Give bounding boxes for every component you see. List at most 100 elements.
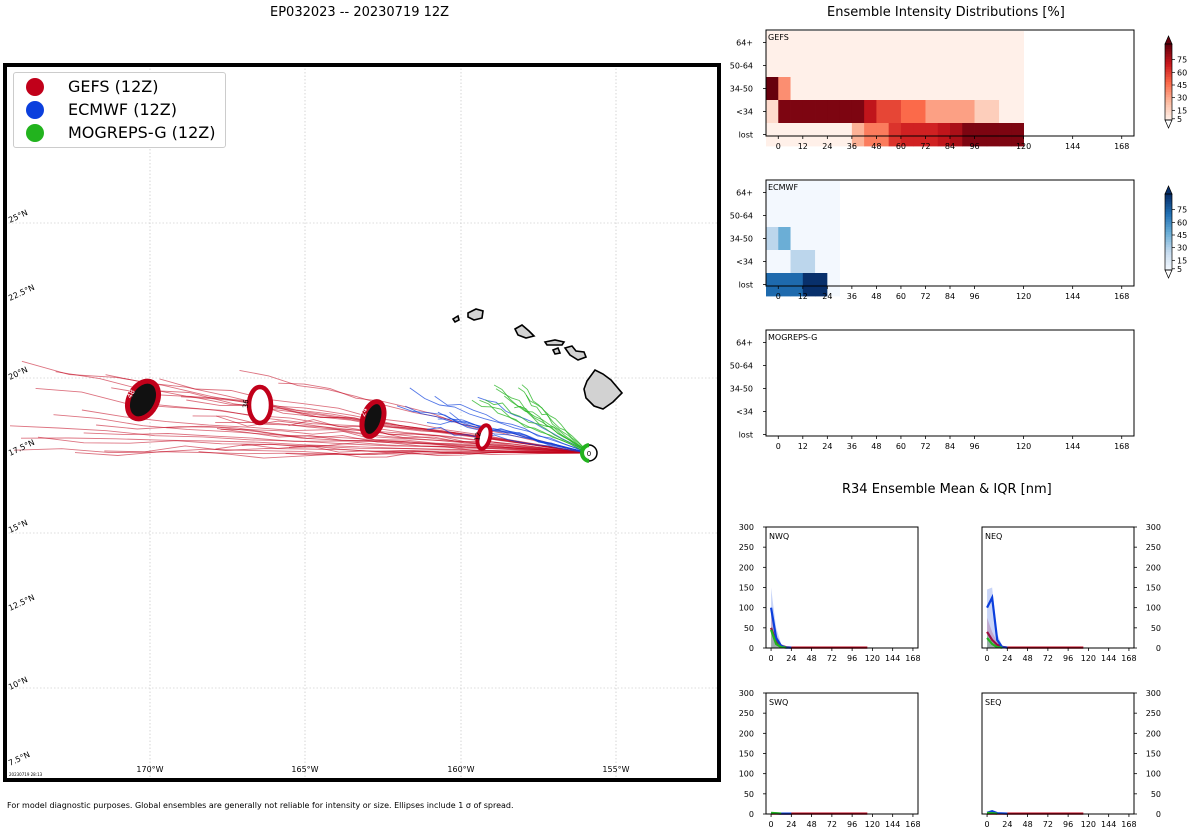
heatmap-gefs-cell [827,54,840,78]
heatmap-ecmwf-cell [815,227,828,251]
heatmap-gefs-cell [876,54,890,78]
island-kauai [467,308,484,321]
colorbar-gefs-frame [1164,43,1173,121]
heatmap-ecmwf-panel-label: ECMWF [768,183,798,192]
ellipse-36h [246,384,274,426]
uncertainty-ellipses [124,378,598,463]
r34-nwq-xtick-label: 168 [905,654,920,663]
heatmap-ecmwf-cell [790,204,804,228]
heatmap-gefs-cell [766,54,779,78]
heatmap-ecmwf-xtick-label: 84 [945,292,955,301]
colorbar-gefs-segment [1165,102,1172,106]
heatmap-ecmwf-xtick-label: 168 [1114,292,1129,301]
colorbar-ecmwf-tick-label: 60 [1177,218,1187,227]
r34-seq-xtick-label: 168 [1121,820,1136,829]
colorbar-gefs-segment [1165,59,1172,63]
r34-panel-neq: NEQ 0 50 100 150 200 250 300 0 24 48 72 96 120 144 168 [981,523,1161,663]
heatmap-mogreps-g: MOGREPS-G 64+ 50-64 34-50 <34 lost 0 12 24 36 48 60… [730,329,1135,451]
heatmap-gefs-cell [864,54,877,78]
heatmap-gefs-cell [766,100,779,124]
legend-mogreps-label: MOGREPS-G (12Z) [68,123,216,142]
heatmap-gefs-cell [839,54,853,78]
island-niihau [451,314,460,324]
colorbar-gefs-segment [1165,71,1172,75]
heatmap-ecmwf-cell [790,273,804,297]
r34-seq-xtick-label: 48 [1023,820,1033,829]
track-gefs [198,451,590,459]
colorbar-ecmwf-frame [1164,193,1173,271]
heatmap-gefs-cell [962,100,975,124]
map-timestamp: 20230719 28:13 [9,772,43,777]
r34-panel-swq-label: SWQ [769,698,788,707]
colorbar-ecmwf-segment [1165,194,1172,198]
r34-swq-xtick-label: 48 [807,820,817,829]
heatmap-gefs-cell [950,31,963,55]
island-oahu [513,324,536,339]
colorbar-gefs-segment [1165,99,1172,103]
r34-panel-neq-label: NEQ [985,532,1002,541]
heatmap-gefs-cell [913,54,926,78]
track-gefs [96,424,590,454]
colorbar-ecmwf-segment [1165,239,1172,243]
r34-nwq-ytick-label: 250 [739,543,754,552]
colorbar-gefs-segment [1165,54,1172,58]
r34-neq-line-mogreps-g [986,637,1003,649]
legend-ecmwf-label: ECMWF (12Z) [68,100,177,119]
r34-seq-xtick-label: 120 [1081,820,1096,829]
heatmap-gefs-cell [778,31,791,55]
heatmap-mogreps-g-ytick-label: <34 [736,408,753,417]
r34-nwq-ytick-label: 150 [739,584,754,593]
colorbar-gefs-segment [1165,46,1172,50]
r34-nwq-xtick-label: 48 [807,654,817,663]
colorbar-ecmwf-segment [1165,252,1172,256]
heatmap-gefs-cell [766,31,779,55]
heatmap-gefs-cell [1011,54,1024,78]
track-ecmwf [409,387,590,454]
r34-swq-xtick-label: 120 [865,820,880,829]
heatmap-gefs-cell [986,31,1000,55]
colorbar-gefs-segment [1165,89,1172,93]
heatmap-gefs-cell [925,100,939,124]
track-gefs [215,421,590,454]
colorbar-gefs-segment [1165,49,1172,53]
heatmap-gefs-cell [913,100,926,124]
track-gefs [239,369,590,454]
heatmap-gefs-cell [913,123,926,147]
heatmap-gefs-cell [1011,100,1024,124]
r34-neq-xtick-label: 144 [1101,654,1116,663]
track-gefs [53,414,590,454]
r34-neq-xtick-label: 72 [1043,654,1053,663]
heatmap-gefs-cell [888,100,902,124]
fhr-label-48: 48 [126,388,137,400]
heatmap-gefs-cell [925,123,939,147]
heatmap-mogreps-g-ytick-label: 50-64 [730,362,753,371]
heatmap-gefs-cell [827,100,840,124]
colorbar-ecmwf-segment [1165,237,1172,241]
colorbar-gefs-tick-label: 75 [1177,56,1187,65]
r34-neq-ytick-label: 50 [1151,624,1161,633]
r34-nwq-ytick-label: 300 [739,523,754,532]
heatmap-mogreps-g-xtick-label: 72 [920,442,930,451]
colorbar-gefs-segment [1165,107,1172,111]
r34-seq-ytick-label: 200 [1146,729,1161,738]
r34-nwq-ytick-label: 50 [744,624,754,633]
heatmap-gefs-cell [937,123,951,147]
r34-swq-xtick-label: 72 [827,820,837,829]
map-legend: GEFS (12Z) ECMWF (12Z) MOGREPS-G (12Z) [13,72,226,148]
heatmap-ecmwf-cell [815,181,828,205]
heatmap-gefs-cell [937,31,951,55]
heatmap-gefs-xtick-label: 12 [798,142,808,151]
r34-panel-swq: SWQ 0 50 100 150 200 250 300 0 24 48 72 96 120 144 168 [739,689,921,829]
heatmap-mogreps-g-xtick-label: 12 [798,442,808,451]
heatmap-ecmwf-xtick-label: 12 [798,292,808,301]
r34-neq-xtick-label: 0 [985,654,990,663]
heatmap-gefs-cell [778,54,791,78]
heatmap-gefs-cell [888,54,902,78]
heatmap-ecmwf-xtick-label: 60 [896,292,906,301]
r34-seq-ytick-label: 50 [1151,790,1161,799]
r34-panel-nwq: NWQ 0 50 100 150 200 250 300 0 24 48 72 96 120 144 168 [739,523,921,663]
r34-seq-xtick-label: 72 [1043,820,1053,829]
legend-mogreps-marker [26,124,44,142]
colorbar-ecmwf: 515 30 45 60 75 [1164,185,1187,279]
r34-neq-ytick-label: 150 [1146,584,1161,593]
